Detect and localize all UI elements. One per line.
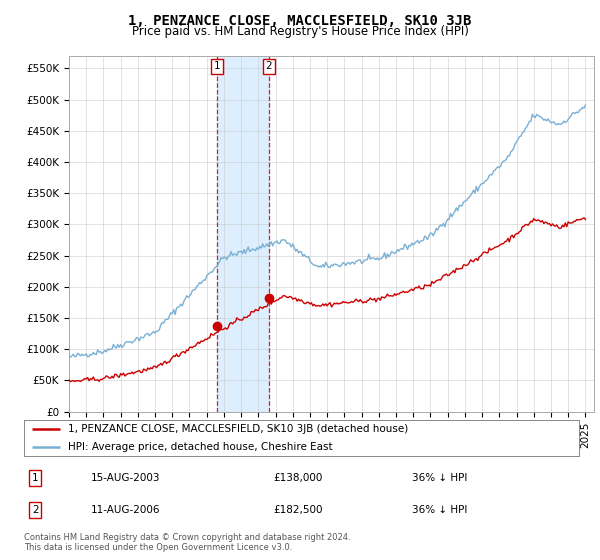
Text: 36% ↓ HPI: 36% ↓ HPI bbox=[413, 505, 468, 515]
Text: 1, PENZANCE CLOSE, MACCLESFIELD, SK10 3JB: 1, PENZANCE CLOSE, MACCLESFIELD, SK10 3J… bbox=[128, 14, 472, 28]
Text: 36% ↓ HPI: 36% ↓ HPI bbox=[413, 473, 468, 483]
Text: 1: 1 bbox=[214, 62, 221, 71]
Text: £182,500: £182,500 bbox=[274, 505, 323, 515]
Text: This data is licensed under the Open Government Licence v3.0.: This data is licensed under the Open Gov… bbox=[24, 543, 292, 552]
Bar bbox=[217, 56, 269, 412]
Text: 1, PENZANCE CLOSE, MACCLESFIELD, SK10 3JB (detached house): 1, PENZANCE CLOSE, MACCLESFIELD, SK10 3J… bbox=[68, 424, 409, 434]
Text: 2: 2 bbox=[266, 62, 272, 71]
Text: £138,000: £138,000 bbox=[274, 473, 323, 483]
Text: 11-AUG-2006: 11-AUG-2006 bbox=[91, 505, 160, 515]
Text: 15-AUG-2003: 15-AUG-2003 bbox=[91, 473, 160, 483]
Text: Contains HM Land Registry data © Crown copyright and database right 2024.: Contains HM Land Registry data © Crown c… bbox=[24, 533, 350, 542]
Text: HPI: Average price, detached house, Cheshire East: HPI: Average price, detached house, Ches… bbox=[68, 442, 333, 451]
Text: 1: 1 bbox=[32, 473, 38, 483]
Text: Price paid vs. HM Land Registry's House Price Index (HPI): Price paid vs. HM Land Registry's House … bbox=[131, 25, 469, 38]
Text: 2: 2 bbox=[32, 505, 38, 515]
